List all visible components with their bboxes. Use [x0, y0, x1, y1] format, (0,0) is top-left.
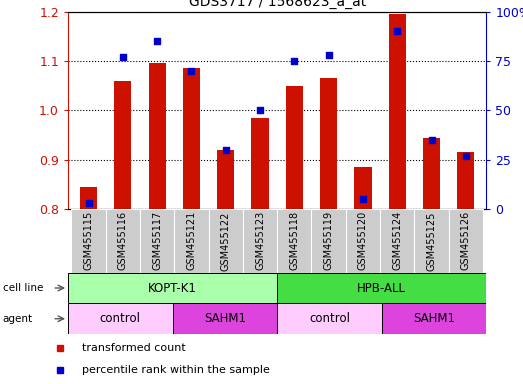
Bar [72, 209, 106, 273]
Bar [80, 187, 97, 209]
Bar [173, 303, 277, 334]
Bar [174, 209, 209, 273]
Point [290, 58, 299, 64]
Bar [423, 137, 440, 209]
Bar [115, 81, 131, 209]
Text: GSM455116: GSM455116 [118, 211, 128, 270]
Text: GSM455117: GSM455117 [152, 211, 162, 270]
Text: GSM455121: GSM455121 [187, 211, 197, 270]
Text: SAHM1: SAHM1 [413, 312, 455, 325]
Text: GSM455124: GSM455124 [392, 211, 402, 270]
Text: percentile rank within the sample: percentile rank within the sample [82, 365, 270, 375]
Text: GSM455123: GSM455123 [255, 211, 265, 270]
Point [256, 107, 264, 114]
Text: GSM455119: GSM455119 [324, 211, 334, 270]
Text: GSM455125: GSM455125 [427, 211, 437, 271]
Point [393, 28, 402, 35]
Bar [320, 78, 337, 209]
Bar [380, 209, 414, 273]
Bar [277, 303, 382, 334]
Bar [209, 209, 243, 273]
Point [222, 147, 230, 153]
Point [187, 68, 196, 74]
Bar [68, 303, 173, 334]
Bar [243, 209, 277, 273]
Bar [252, 118, 269, 209]
Point [427, 137, 436, 143]
Bar [389, 14, 406, 209]
Bar [414, 209, 449, 273]
Text: HPB-ALL: HPB-ALL [357, 281, 406, 295]
Bar [355, 167, 371, 209]
Title: GDS3717 / 1568623_a_at: GDS3717 / 1568623_a_at [189, 0, 366, 9]
Text: transformed count: transformed count [82, 343, 186, 353]
Text: control: control [100, 312, 141, 325]
Point [153, 38, 161, 44]
Bar [106, 209, 140, 273]
Bar [277, 273, 486, 303]
Bar [286, 86, 303, 209]
Text: GSM455120: GSM455120 [358, 211, 368, 270]
Point [324, 52, 333, 58]
Text: GSM455122: GSM455122 [221, 211, 231, 271]
Bar [217, 150, 234, 209]
Text: SAHM1: SAHM1 [204, 312, 246, 325]
Bar [277, 209, 312, 273]
Text: cell line: cell line [3, 283, 43, 293]
Text: control: control [309, 312, 350, 325]
Bar [149, 63, 166, 209]
Bar [382, 303, 486, 334]
Bar [449, 209, 483, 273]
Text: GSM455118: GSM455118 [289, 211, 299, 270]
Text: KOPT-K1: KOPT-K1 [148, 281, 197, 295]
Bar [68, 273, 277, 303]
Bar [457, 152, 474, 209]
Text: GSM455126: GSM455126 [461, 211, 471, 270]
Point [119, 54, 127, 60]
Text: GSM455115: GSM455115 [84, 211, 94, 270]
Point [84, 200, 93, 207]
Point [462, 153, 470, 159]
Text: agent: agent [3, 314, 33, 324]
Bar [346, 209, 380, 273]
Bar [183, 68, 200, 209]
Point [359, 196, 367, 202]
Bar [312, 209, 346, 273]
Bar [140, 209, 174, 273]
